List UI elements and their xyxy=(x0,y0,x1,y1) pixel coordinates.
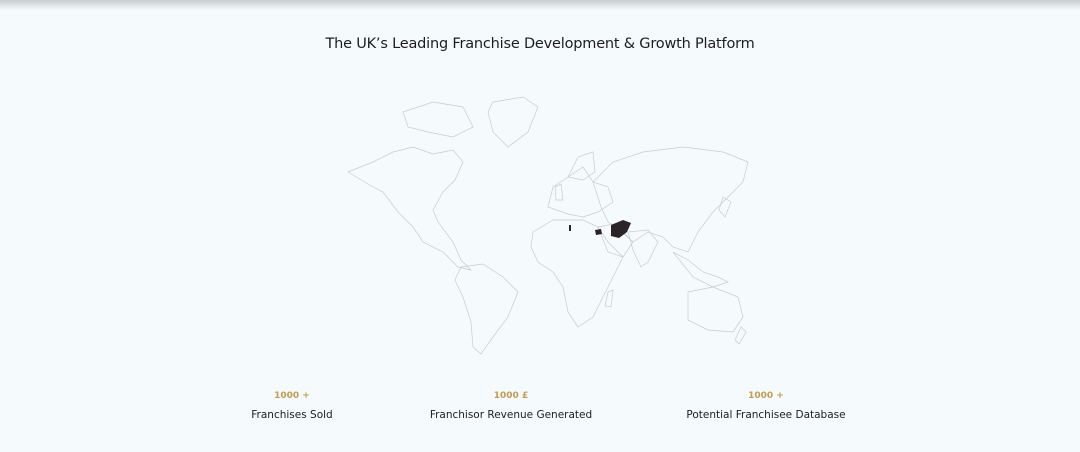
albania-highlight xyxy=(569,225,571,231)
canada-islands xyxy=(402,101,474,138)
africa xyxy=(530,219,624,328)
arabia xyxy=(597,223,634,258)
uk xyxy=(554,183,564,201)
stat-value: 1000 + xyxy=(274,391,310,401)
stat-franchises-sold: 1000 + Franchises Sold xyxy=(212,391,372,421)
header-shadow xyxy=(0,0,1080,10)
madagascar xyxy=(604,289,614,308)
stat-value: 1000 £ xyxy=(493,391,529,401)
afghanistan-highlight xyxy=(611,220,631,238)
stat-label: Franchisor Revenue Generated xyxy=(429,409,593,421)
india xyxy=(627,229,659,268)
stat-label: Franchises Sold xyxy=(251,409,333,421)
stat-franchisee-database: 1000 + Potential Franchisee Database xyxy=(666,391,866,421)
new-zealand xyxy=(734,326,747,345)
stat-revenue-generated: 1000 £ Franchisor Revenue Generated xyxy=(411,391,611,421)
north-america xyxy=(347,146,473,271)
south-america xyxy=(454,263,519,355)
australia xyxy=(687,286,744,333)
japan xyxy=(718,196,732,218)
azerbaijan-highlight xyxy=(595,229,602,235)
world-map xyxy=(347,96,749,355)
scandinavia xyxy=(567,151,596,181)
stat-value: 1000 + xyxy=(748,391,784,401)
stat-label: Potential Franchisee Database xyxy=(686,409,846,421)
europe xyxy=(547,166,614,218)
greenland xyxy=(487,96,539,148)
page-title: The UK’s Leading Franchise Development &… xyxy=(325,36,755,52)
southeast-asia xyxy=(672,251,729,288)
